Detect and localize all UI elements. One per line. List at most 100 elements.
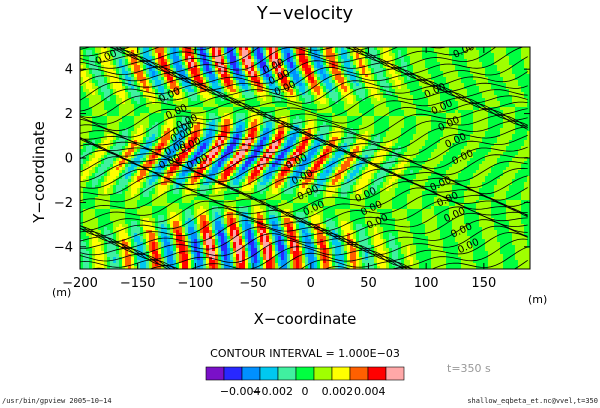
field-cell [419, 131, 423, 135]
field-cell [236, 80, 240, 84]
field-cell [137, 74, 141, 78]
field-cell [173, 119, 177, 123]
field-cell [320, 56, 324, 60]
field-cell [113, 116, 117, 120]
field-cell [275, 125, 279, 129]
field-cell [455, 89, 459, 93]
field-cell [500, 62, 504, 66]
field-cell [113, 107, 117, 111]
field-cell [230, 125, 234, 129]
field-cell [335, 137, 339, 141]
field-cell [272, 110, 276, 114]
field-cell [140, 128, 144, 132]
field-cell [476, 113, 480, 117]
field-cell [413, 86, 417, 90]
field-cell [161, 104, 165, 108]
field-cell [110, 143, 114, 147]
field-cell [452, 68, 456, 72]
field-cell [317, 104, 321, 108]
field-cell [317, 77, 321, 81]
field-cell [233, 77, 237, 81]
field-cell [248, 119, 252, 123]
field-cell [443, 140, 447, 144]
field-cell [245, 74, 249, 78]
field-cell [392, 104, 396, 108]
field-cell [446, 80, 450, 84]
field-cell [335, 77, 339, 81]
field-cell [167, 50, 171, 54]
field-cell [143, 71, 147, 75]
field-cell [101, 77, 105, 81]
field-cell [416, 86, 420, 90]
field-cell [194, 122, 198, 126]
field-cell [299, 92, 303, 96]
field-cell [146, 74, 150, 78]
field-cell [83, 116, 87, 120]
field-cell [257, 116, 261, 120]
field-cell [353, 80, 357, 84]
field-cell [137, 53, 141, 57]
field-cell [482, 110, 486, 114]
field-cell [176, 83, 180, 87]
field-cell [290, 140, 294, 144]
field-cell [458, 134, 462, 138]
field-cell [125, 86, 129, 90]
field-cell [239, 92, 243, 96]
field-cell [413, 71, 417, 75]
field-cell [92, 131, 96, 135]
field-cell [341, 77, 345, 81]
field-cell [437, 62, 441, 66]
field-cell [170, 56, 174, 60]
field-cell [455, 128, 459, 132]
field-cell [182, 62, 186, 66]
field-cell [89, 74, 93, 78]
field-cell [185, 83, 189, 87]
field-cell [347, 143, 351, 147]
field-cell [425, 128, 429, 132]
field-cell [221, 59, 225, 63]
field-cell [134, 50, 138, 54]
field-cell [359, 131, 363, 135]
field-cell [137, 107, 141, 111]
field-cell [497, 89, 501, 93]
field-cell [521, 137, 525, 141]
field-cell [338, 116, 342, 120]
field-cell [176, 107, 180, 111]
field-cell [494, 122, 498, 126]
field-cell [362, 71, 366, 75]
field-cell [398, 83, 402, 87]
field-cell [104, 95, 108, 99]
field-cell [164, 47, 168, 51]
field-cell [224, 128, 228, 132]
field-cell [446, 140, 450, 144]
field-cell [245, 62, 249, 66]
field-cell [245, 71, 249, 75]
field-cell [410, 89, 414, 93]
field-cell [104, 113, 108, 117]
field-cell [491, 104, 495, 108]
field-cell [368, 128, 372, 132]
field-cell [179, 137, 183, 141]
field-cell [206, 143, 210, 147]
field-cell [395, 113, 399, 117]
field-cell [503, 71, 507, 75]
field-cell [479, 140, 483, 144]
field-cell [95, 89, 99, 93]
field-cell [374, 86, 378, 90]
field-cell [497, 125, 501, 129]
field-cell [188, 68, 192, 72]
field-cell [293, 86, 297, 90]
field-cell [488, 65, 492, 69]
field-cell [434, 83, 438, 87]
field-cell [203, 107, 207, 111]
field-cell [260, 92, 264, 96]
field-cell [407, 65, 411, 69]
field-cell [104, 131, 108, 135]
field-cell [320, 110, 324, 114]
field-cell [431, 116, 435, 120]
field-cell [413, 137, 417, 141]
field-cell [86, 68, 90, 72]
field-cell [350, 125, 354, 129]
field-cell [458, 137, 462, 141]
field-cell [188, 119, 192, 123]
